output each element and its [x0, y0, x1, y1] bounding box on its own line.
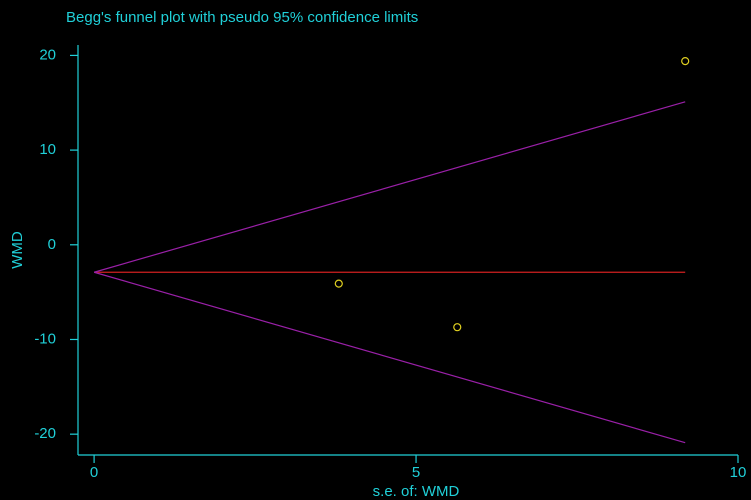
chart-title: Begg's funnel plot with pseudo 95% confi…: [66, 9, 418, 26]
y-axis-label: WMD: [9, 231, 26, 269]
x-tick-label: 5: [412, 464, 420, 481]
x-axis-label: s.e. of: WMD: [373, 483, 460, 500]
y-tick-label: -20: [34, 425, 56, 442]
reference-line: [93, 271, 686, 444]
x-tick-label: 0: [90, 464, 98, 481]
reference-line: [93, 101, 686, 273]
x-tick-label: 10: [730, 464, 747, 481]
study-point: [453, 323, 462, 332]
y-tick-label: -10: [34, 330, 56, 347]
y-tick-label: 0: [48, 236, 56, 253]
study-point: [334, 279, 343, 288]
study-point: [681, 56, 690, 66]
y-tick-label: 20: [39, 46, 56, 63]
y-tick-label: 10: [39, 141, 56, 158]
